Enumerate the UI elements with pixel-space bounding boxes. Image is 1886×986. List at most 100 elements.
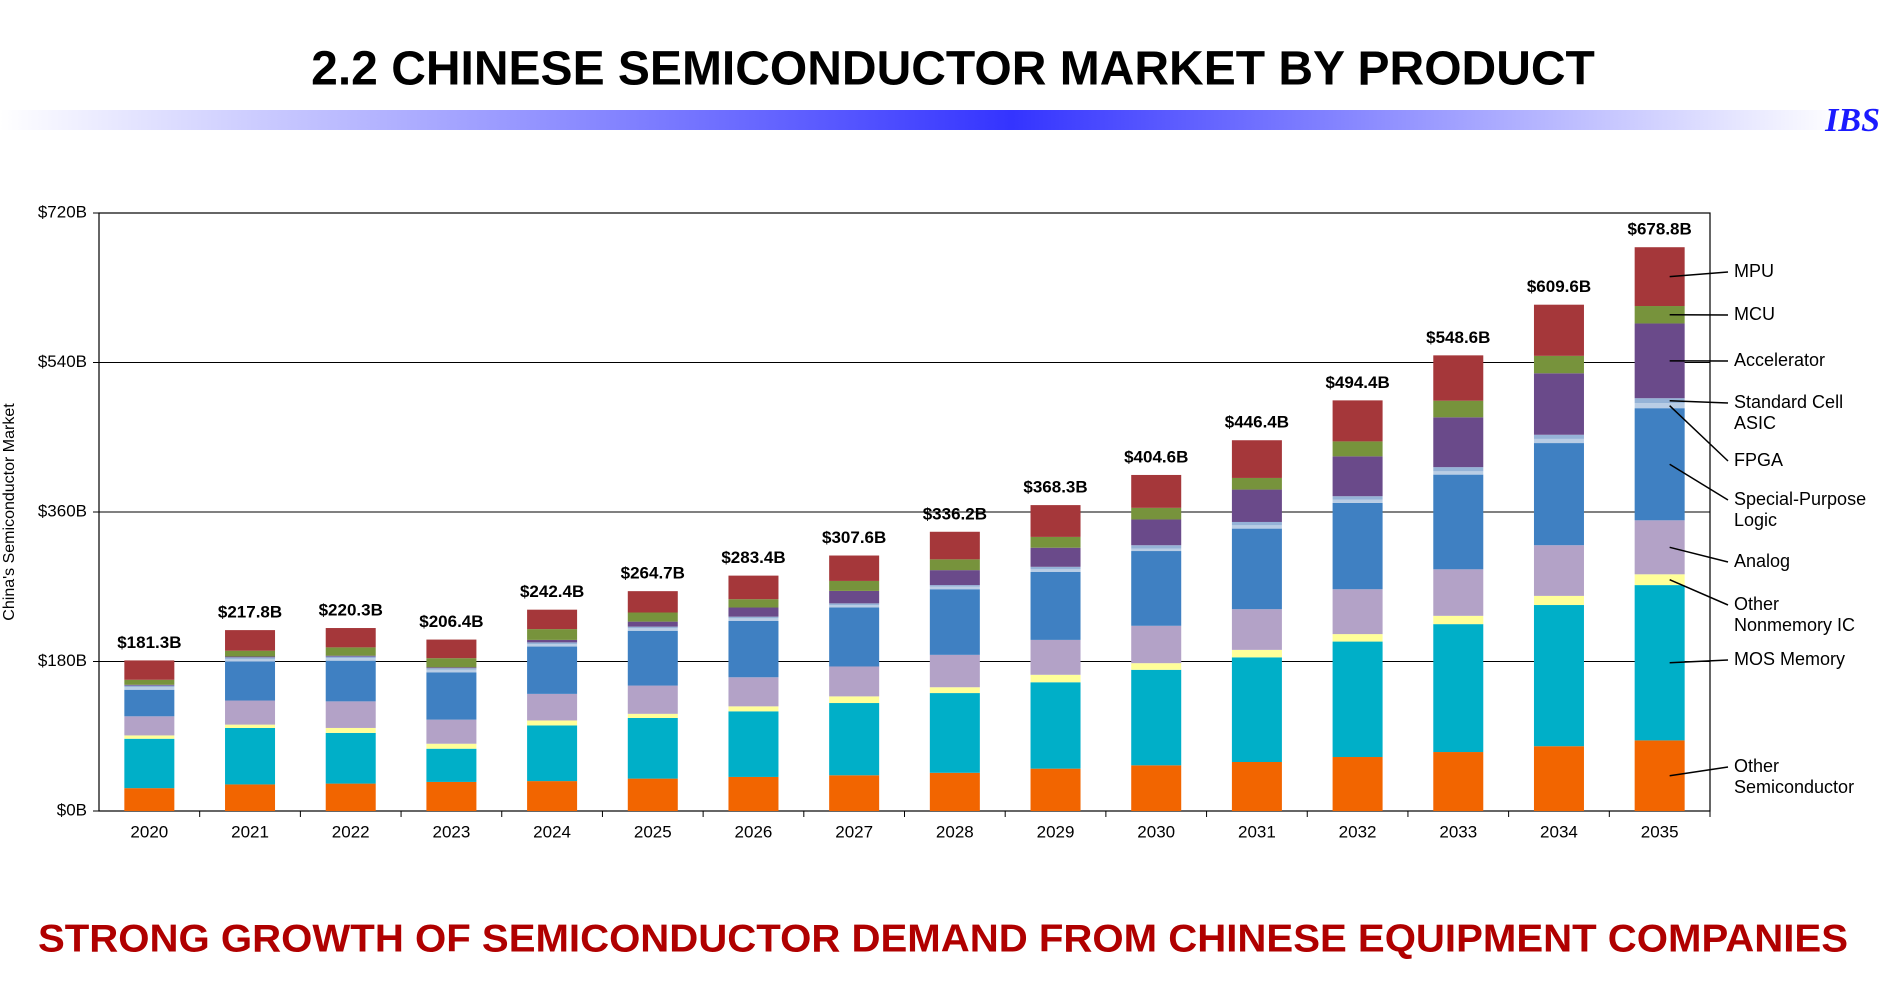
bar-segment (1332, 441, 1383, 457)
bar-segment (1332, 499, 1383, 503)
bar-segment (929, 585, 980, 587)
bar-segment (527, 693, 578, 721)
x-tick-label: 2022 (332, 822, 370, 841)
bar-segment (1533, 545, 1584, 596)
bar-segment (829, 696, 880, 704)
logo: IBS (1824, 102, 1880, 139)
legend-leader (1669, 659, 1729, 664)
bar-segment (1332, 757, 1383, 811)
total-label: $336.2B (923, 504, 987, 523)
total-label: $242.4B (520, 582, 584, 601)
bar-segment (1030, 768, 1081, 811)
bar-segment (1634, 398, 1685, 404)
bar-segment (1634, 403, 1685, 409)
legend-leader (1669, 766, 1729, 777)
bar-segment (325, 660, 376, 702)
y-tick-label: $360B (38, 501, 87, 520)
y-axis-label: China's Semiconductor Market (1, 403, 18, 621)
bar-segment (1332, 400, 1383, 442)
footer-text: STRONG GROWTH OF SEMICONDUCTOR DEMAND FR… (38, 917, 1848, 960)
total-label: $206.4B (419, 612, 483, 631)
bar-segment (1533, 438, 1584, 444)
bar-segment (225, 650, 276, 657)
x-tick-label: 2021 (231, 822, 269, 841)
bar-segment (1131, 551, 1182, 626)
x-tick-label: 2023 (432, 822, 470, 841)
bar-segment (1332, 456, 1383, 497)
legend-leader (1669, 271, 1729, 278)
bar-segment (1533, 443, 1584, 546)
bar-segment (1533, 355, 1584, 374)
bar-segment (929, 559, 980, 571)
bar-segment (225, 630, 276, 651)
legend-leader (1669, 405, 1729, 462)
bar-segment (627, 591, 678, 613)
x-tick-label: 2020 (130, 822, 168, 841)
bar-segment (1433, 467, 1484, 472)
bar-segment (829, 603, 880, 606)
bar-segment (325, 658, 376, 661)
bar-segment (929, 654, 980, 688)
bar-segment (929, 531, 980, 560)
legend-leader (1669, 463, 1729, 501)
bar-segment (728, 620, 779, 678)
bar-segment (426, 639, 477, 659)
bar-segment (1231, 521, 1282, 526)
legend-label: MCU (1734, 304, 1775, 324)
total-label: $404.6B (1124, 447, 1188, 466)
bar-segment (929, 589, 980, 655)
bar-segment (1634, 574, 1685, 586)
bar-segment (325, 732, 376, 784)
bar-segment (829, 666, 880, 697)
bar-segment (527, 642, 578, 645)
bar-segment (1433, 569, 1484, 616)
bar-segment (124, 684, 175, 686)
bar-segment (728, 706, 779, 712)
bar-segment (1231, 440, 1282, 478)
bar-segment (1332, 496, 1383, 500)
bar-segment (1433, 355, 1484, 401)
bar-segment (1634, 306, 1685, 324)
x-tick-label: 2027 (835, 822, 873, 841)
bar-segment (1131, 765, 1182, 811)
bar-segment (225, 727, 276, 785)
bar-segment (1131, 545, 1182, 549)
total-label: $217.8B (218, 603, 282, 622)
bar-segment (728, 607, 779, 617)
x-tick-label: 2035 (1641, 822, 1679, 841)
bar-segment (1332, 641, 1383, 758)
legend-leader (1669, 399, 1729, 404)
bar-segment (225, 784, 276, 811)
total-label: $283.4B (721, 548, 785, 567)
bar-segment (426, 668, 477, 670)
bar-segment (1030, 682, 1081, 769)
bar-segment (527, 646, 578, 694)
legend-label: MOS Memory (1734, 649, 1846, 669)
legend-label: FPGA (1734, 450, 1784, 470)
bar-segment (1231, 525, 1282, 529)
bar-segment (527, 609, 578, 630)
bar-segment (627, 621, 678, 627)
legend-label: MPU (1734, 261, 1774, 281)
bar-segment (1433, 417, 1484, 468)
bar-segment (527, 644, 578, 647)
bar-segment (527, 629, 578, 640)
x-tick-label: 2031 (1238, 822, 1276, 841)
bar-segment (829, 590, 880, 604)
bar-segment (124, 738, 175, 789)
bar-segment (225, 659, 276, 662)
bar-segment (1131, 507, 1182, 520)
total-label: $220.3B (319, 601, 383, 620)
y-tick-label: $0B (57, 800, 87, 819)
bar-segment (929, 687, 980, 694)
bar-segment (1131, 669, 1182, 766)
x-tick-label: 2030 (1137, 822, 1175, 841)
bar-segment (1030, 566, 1081, 570)
bar-segment (325, 783, 376, 811)
bar-segment (1030, 639, 1081, 675)
bar-segment (1433, 471, 1484, 475)
bar-segment (627, 630, 678, 686)
bar-segment (829, 775, 880, 811)
bar-segment (728, 711, 779, 777)
